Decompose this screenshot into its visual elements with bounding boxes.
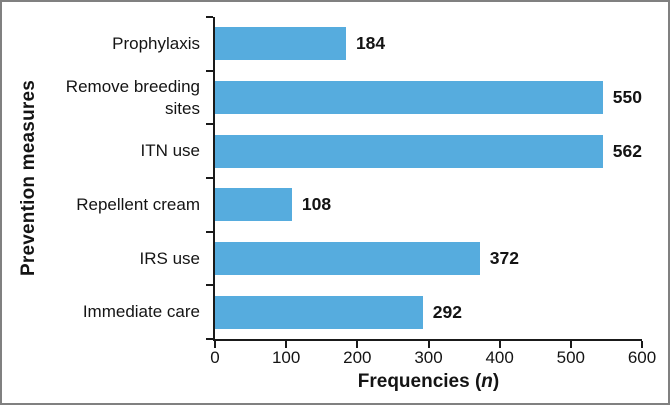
bar-row: 108 — [215, 178, 642, 232]
bar — [215, 81, 603, 114]
bar-row: 550 — [215, 71, 642, 125]
category-label: IRS use — [139, 248, 200, 268]
bar-value-label: 372 — [489, 248, 519, 269]
category-label: ITN use — [140, 141, 200, 161]
bar-value-label: 108 — [301, 194, 332, 215]
x-axis-tick-label: 0 — [210, 348, 220, 367]
bar — [215, 27, 346, 61]
category-label: Prophylaxis — [112, 33, 200, 53]
bar-value-label: 562 — [612, 140, 642, 161]
x-axis-tick — [285, 341, 288, 348]
y-axis-tick — [206, 284, 213, 287]
bar-value-label: 550 — [612, 87, 642, 107]
bar — [215, 134, 603, 168]
bar-rows: 184 550 562 108 372 292 — [215, 17, 642, 339]
y-axis-tick — [206, 123, 213, 126]
x-axis-tick-label: 400 — [485, 348, 514, 367]
x-axis-tick-label: 300 — [414, 348, 443, 367]
bar-value-label: 184 — [355, 33, 386, 54]
x-axis-tick — [641, 341, 643, 348]
x-axis-title: Frequencies (n) — [215, 371, 642, 393]
bar — [215, 295, 423, 329]
y-axis-tick — [206, 16, 213, 18]
category-labels-column: Prophylaxis Remove breeding sites ITN use R… — [50, 17, 200, 339]
x-axis-tick — [427, 341, 430, 348]
y-axis-tick — [206, 230, 213, 233]
x-axis-tick — [214, 341, 216, 348]
x-axis-tick-label: 500 — [556, 348, 586, 367]
y-axis-tick — [206, 69, 213, 72]
category-label: Immediate care — [82, 302, 200, 322]
category-label: Remove breeding sites — [65, 76, 200, 118]
x-axis-tick — [569, 341, 572, 348]
bar-row: 372 — [215, 232, 642, 286]
bar-row: 184 — [215, 17, 642, 71]
bar — [215, 242, 480, 276]
x-axis-tick — [356, 341, 359, 348]
x-axis-tick-label: 200 — [343, 348, 372, 367]
plot-area: 184 550 562 108 372 292 Frequencies (n) 0 100 2… — [206, 16, 656, 392]
y-axis-title: Prevention measures — [14, 17, 44, 339]
y-axis-title-text: Prevention measures — [18, 80, 39, 276]
x-axis-tick — [498, 341, 501, 348]
category-label: Repellent cream — [76, 194, 200, 214]
bar — [215, 188, 292, 222]
x-axis-title-italic-n: n — [481, 371, 493, 392]
y-axis-tick — [206, 338, 213, 340]
x-axis-title-post: ) — [492, 371, 500, 392]
bar-row: 562 — [215, 124, 642, 178]
x-axis-tick-label: 600 — [627, 348, 657, 367]
x-axis-title-pre: Frequencies ( — [357, 371, 482, 392]
bar-value-label: 292 — [432, 301, 462, 322]
x-axis-tick-label: 100 — [271, 348, 301, 367]
y-axis-tick — [206, 177, 213, 179]
bar-row: 292 — [215, 285, 642, 339]
